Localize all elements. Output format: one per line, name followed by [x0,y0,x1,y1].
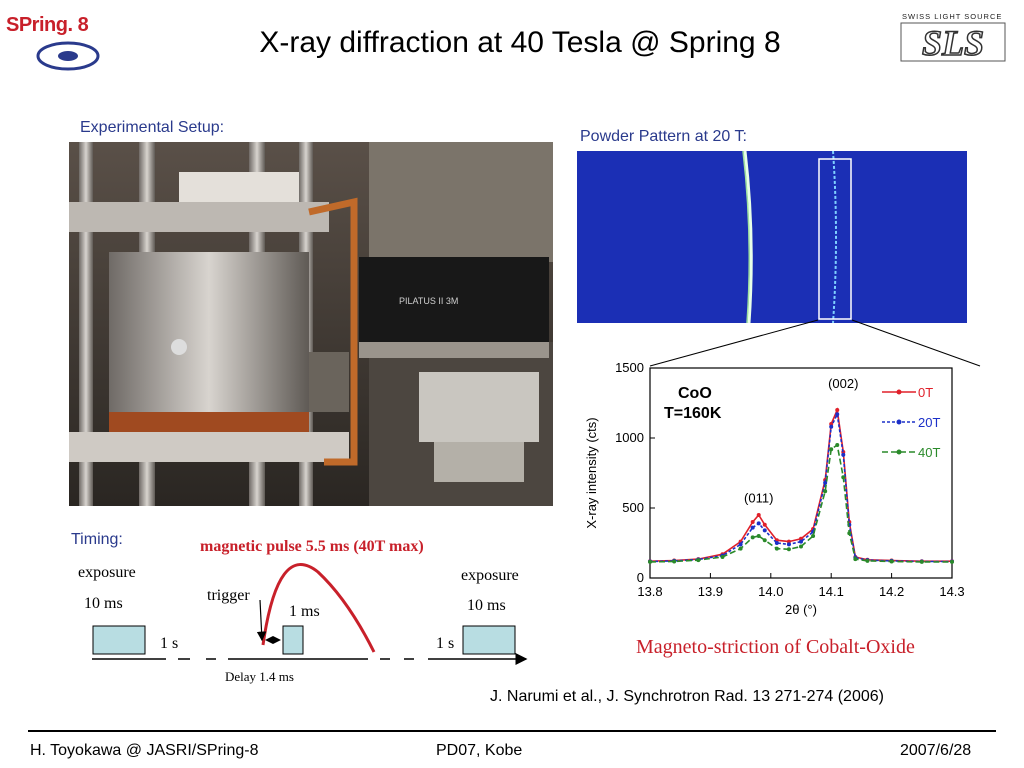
delay-label: Delay 1.4 ms [225,669,294,684]
spring8-orbit-icon [36,41,100,71]
sls-logo-text: SLS [922,23,984,62]
intensity-chart-svg: 13.8 13.9 14.0 14.1 14.2 14.3 0 500 1000 1500 2θ (… [584,360,965,617]
powder-label: Powder Pattern at 20 T: [580,128,747,145]
legend-label-40T: 40T [918,445,940,460]
series-point-40T [835,443,840,447]
y-tick-label: 0 [637,570,644,585]
timing-label: Timing: [71,531,123,548]
powder-pattern-illustration [577,151,967,323]
series-point-0T [750,520,755,524]
annotation-peak-011: (011) [744,490,773,505]
series-point-40T [865,558,870,563]
legend-label-20T: 20T [918,415,940,430]
series-point-40T [950,559,954,564]
spring8-logo-text: SPring. 8 [6,14,89,36]
reference-citation: J. Narumi et al., J. Synchrotron Rad. 13… [490,688,884,705]
footer-author: H. Toyokawa @ JASRI/SPring-8 [30,742,259,759]
annotation-temperature: T=160K [664,405,722,422]
annotation-peak-002: (002) [828,376,858,391]
gap-left-label: 1 s [160,635,179,652]
intensity-plot: 13.8 13.9 14.0 14.1 14.2 14.3 0 500 1000 1500 2θ (… [580,340,975,620]
series-point-40T [720,555,725,559]
exposure-right-time: 10 ms [467,597,506,614]
x-tick-label: 14.3 [939,584,964,599]
series-point-40T [750,535,755,540]
series-point-20T [774,541,779,545]
y-tick-label: 500 [622,500,644,515]
series-point-40T [786,547,791,552]
y-axis-label: X-ray intensity (cts) [584,417,599,528]
spring8-logo: SPring. 8 [4,10,114,71]
series-point-40T [762,538,767,543]
series-point-40T [853,557,858,562]
x-tick-label: 13.9 [698,584,723,599]
series-line-20T [649,411,952,563]
series-point-20T [762,528,767,533]
footer-event: PD07, Kobe [436,742,523,759]
x-axis-label: 2θ (°) [785,602,817,617]
series-point-0T [786,539,791,544]
experimental-setup-photo: PILATUS II 3M [69,142,553,506]
legend-marker-40T [896,449,902,455]
series-point-20T [829,424,834,429]
series-point-20T [823,480,828,485]
series-point-40T [672,559,677,564]
series-point-40T [648,559,652,564]
x-tick-label: 13.8 [637,584,662,599]
y-tick-label: 1000 [615,430,644,445]
series-point-40T [774,546,779,551]
series-point-40T [756,534,761,538]
series-point-40T [841,475,846,480]
series-point-40T [811,534,816,538]
series-point-20T [835,412,840,417]
legend-marker-20T [896,419,902,425]
sls-logo-mark: SLS [900,22,1006,62]
slide-title: X-ray diffraction at 40 Tesla @ Spring 8 [259,26,781,59]
legend-marker-0T [896,389,902,395]
footer-date: 2007/6/28 [900,742,972,759]
series-point-0T [762,522,767,527]
series-point-40T [799,544,803,549]
series-point-40T [738,546,743,551]
powder-pattern-image [577,151,967,323]
x-tick-label: 14.1 [819,584,844,599]
setup-label: Experimental Setup: [80,119,225,136]
series-point-20T [799,539,803,544]
series-line-40T [649,443,952,563]
series-point-20T [841,452,846,457]
series-point-0T [756,513,761,517]
detector-label: PILATUS II 3M [399,296,458,306]
footer-divider [28,730,996,732]
timing-diagram [92,563,528,665]
exposure-left-time: 10 ms [84,595,123,612]
series-point-20T [738,542,743,547]
series-point-40T [919,559,924,564]
series-point-0T [835,408,840,412]
gap-right-label: 1 s [436,635,455,652]
y-tick-label: 1500 [615,360,644,375]
series-point-20T [750,525,755,530]
series-point-40T [829,447,834,452]
trigger-label: trigger [207,587,250,604]
series-point-20T [786,542,791,547]
series-point-20T [756,521,761,526]
plot-frame [649,367,953,579]
annotation-compound: CoO [678,385,712,402]
zoom-connector-lines [649,319,981,367]
x-tick-label: 14.2 [879,584,904,599]
figure-caption: Magneto-striction of Cobalt-Oxide [636,636,915,658]
setup-photo-illustration: PILATUS II 3M [69,142,553,506]
x-tick-label: 14.0 [758,584,783,599]
legend-label-0T: 0T [918,385,933,400]
series-point-40T [696,558,701,563]
sls-logo: SWISS LIGHT SOURCE SLS [898,12,1008,64]
series-point-40T [889,559,894,564]
exposure-right-label: exposure [461,567,519,584]
series-point-40T [823,489,828,494]
exposure-left-label: exposure [78,564,136,581]
pulse-exposure-label: 1 ms [289,603,320,620]
series-point-40T [847,531,852,536]
sls-logo-tag: SWISS LIGHT SOURCE [902,12,1003,21]
pulse-label: magnetic pulse 5.5 ms (40T max) [200,538,424,555]
